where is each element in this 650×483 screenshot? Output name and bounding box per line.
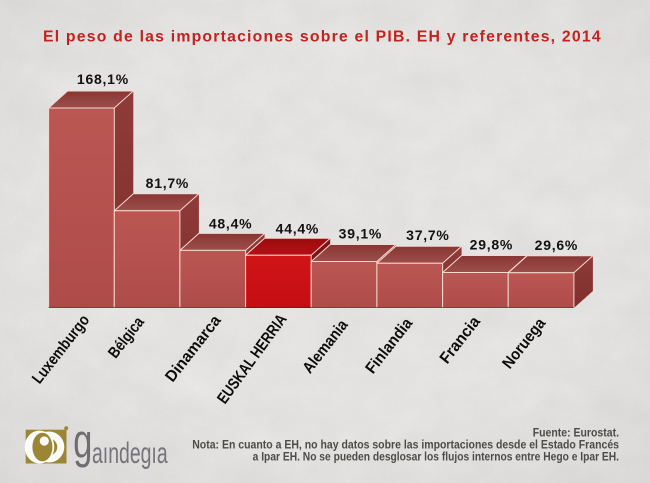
svg-text:37,7%: 37,7% <box>406 227 449 243</box>
svg-text:168,1%: 168,1% <box>77 71 129 87</box>
svg-text:a Ipar EH. No se pueden desglo: a Ipar EH. No se pueden desglosar los fl… <box>253 451 619 464</box>
svg-text:Fuente: Eurostat.: Fuente: Eurostat. <box>533 427 619 440</box>
svg-text:81,7%: 81,7% <box>146 175 189 191</box>
svg-text:Nota: En cuanto a EH, no hay d: Nota: En cuanto a EH, no hay datos sobre… <box>192 439 619 452</box>
svg-text:48,4%: 48,4% <box>209 215 252 231</box>
svg-text:39,1%: 39,1% <box>339 225 382 241</box>
svg-text:44,4%: 44,4% <box>276 221 319 237</box>
svg-text:g: g <box>73 414 92 468</box>
svg-text:29,8%: 29,8% <box>470 236 513 252</box>
svg-text:29,6%: 29,6% <box>535 237 578 253</box>
svg-text:aındegıa: aındegıa <box>92 437 168 470</box>
svg-text:El peso de las importaciones s: El peso de las importaciones sobre el PI… <box>43 29 602 46</box>
